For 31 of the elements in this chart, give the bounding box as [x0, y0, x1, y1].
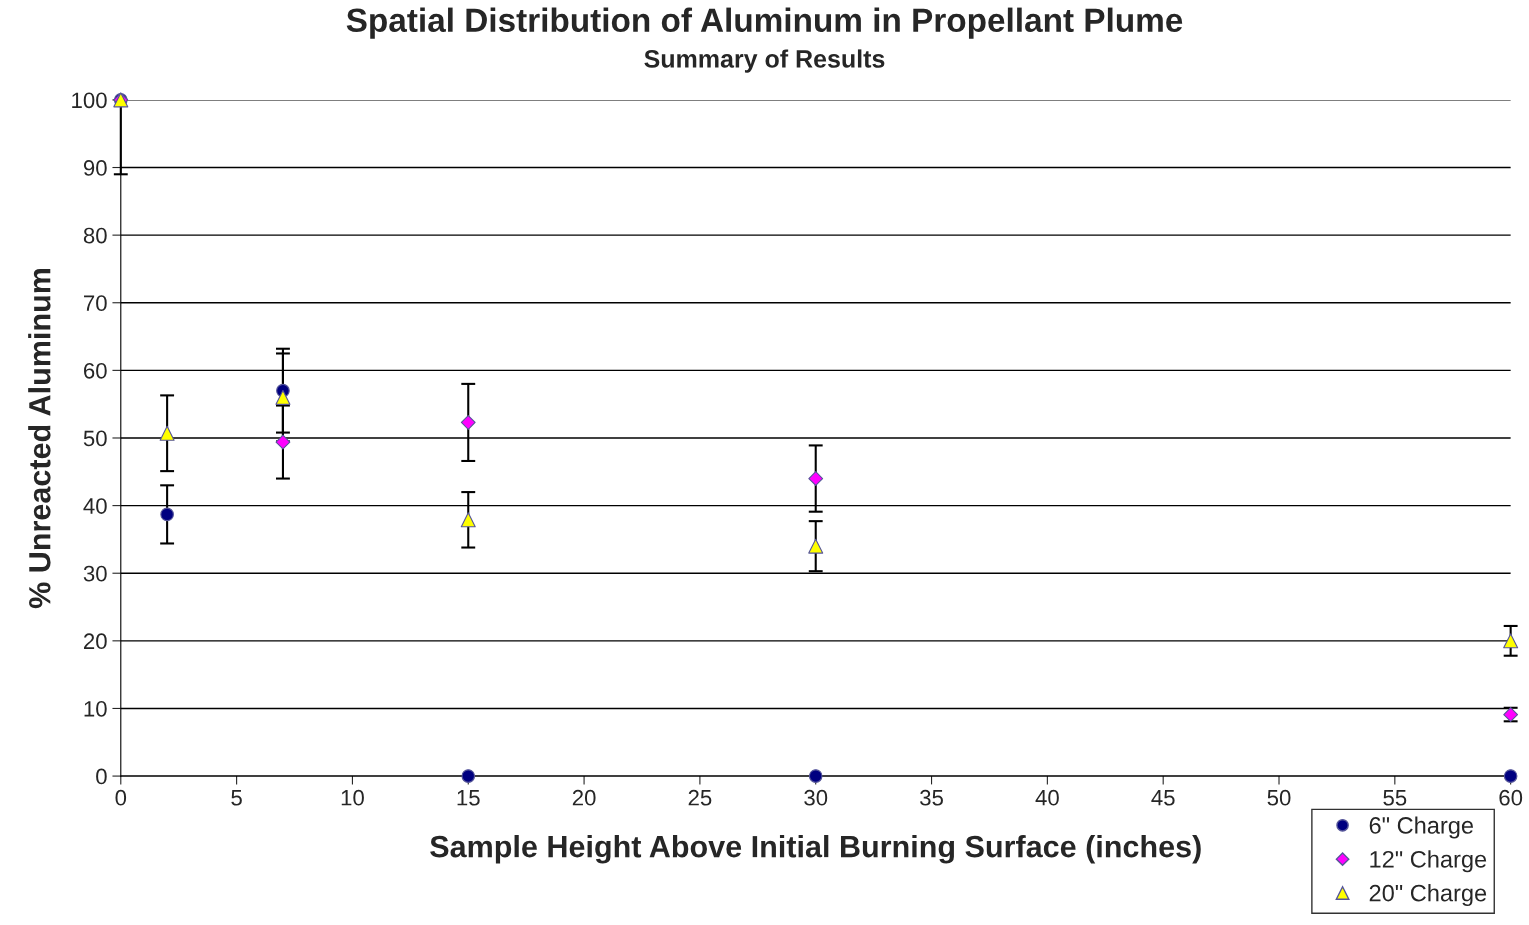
x-tick-label: 15 — [457, 790, 480, 806]
x-tick-label: 5 — [231, 790, 242, 806]
x-tick-label: 0 — [115, 789, 127, 806]
y-tick-label: 40 — [83, 498, 107, 514]
x-tick-label: 60 — [1499, 789, 1523, 806]
x-axis-title: Sample Height Above Initial Burning Surface (inches) — [430, 834, 1201, 864]
x-tick-label: 25 — [688, 789, 712, 806]
y-tick-label: 60 — [84, 362, 107, 379]
y-tick-label: 90 — [83, 160, 107, 176]
x-tick-label: 40 — [1035, 789, 1059, 806]
y-tick-label: 50 — [83, 430, 107, 447]
y-tick-label: 100 — [72, 92, 107, 109]
y-tick-label: 20 — [84, 633, 107, 650]
x-tick-label: 35 — [920, 789, 943, 806]
y-tick-label: 70 — [84, 295, 107, 312]
legend-label: 12" Charge — [1370, 850, 1487, 873]
x-tick-label: 10 — [341, 789, 364, 806]
x-tick-label: 45 — [1151, 790, 1175, 806]
chart-subtitle: Summary of Results — [644, 49, 885, 73]
x-tick-label: 50 — [1267, 789, 1291, 806]
x-tick-label: 55 — [1383, 790, 1407, 806]
x-tick-label: 30 — [804, 789, 828, 806]
legend-label: 6" Charge — [1369, 816, 1473, 839]
y-tick-label: 10 — [84, 700, 107, 717]
y-axis-title: % Unreacted Aluminum — [28, 268, 51, 609]
y-tick-label: 30 — [83, 565, 107, 582]
y-tick-label: 0 — [96, 768, 107, 785]
y-tick-label: 80 — [83, 227, 107, 244]
chart-title: Spatial Distribution of Aluminum in Propellant Plume — [346, 7, 1183, 39]
x-tick-label: 20 — [572, 789, 596, 806]
legend-label: 20" Charge — [1369, 884, 1487, 907]
